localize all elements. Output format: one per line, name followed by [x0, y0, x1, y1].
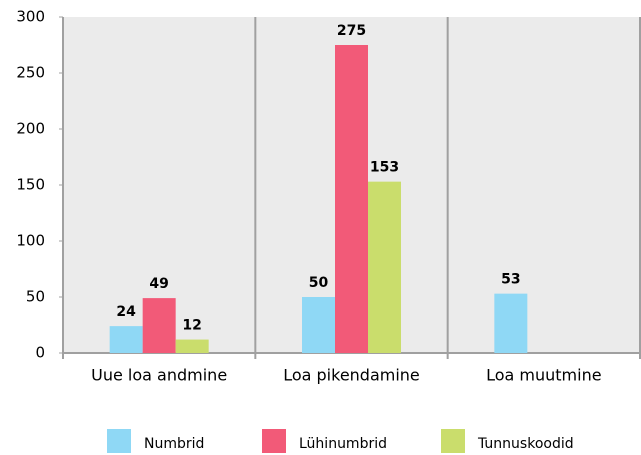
- bar: [335, 45, 368, 353]
- data-label: 153: [370, 160, 399, 176]
- x-tick-label: Uue loa andmine: [91, 366, 227, 385]
- x-tick-label: Loa pikendamine: [283, 366, 420, 385]
- y-tick-label: 0: [35, 344, 45, 362]
- bar: [175, 339, 209, 353]
- data-label: 53: [501, 272, 520, 288]
- bar: [494, 293, 528, 353]
- bar: [142, 298, 176, 353]
- legend-swatch: [441, 429, 465, 453]
- bar: [368, 181, 401, 353]
- y-tick-label: 50: [26, 288, 45, 306]
- data-label: 50: [309, 275, 329, 291]
- y-tick-label: 300: [16, 8, 45, 26]
- data-label: 275: [337, 23, 366, 39]
- x-tick-label: Loa muutmine: [486, 366, 601, 385]
- data-label: 49: [149, 276, 168, 292]
- data-label: 12: [182, 318, 201, 334]
- legend-swatch: [262, 429, 286, 453]
- bar: [109, 326, 143, 353]
- legend-label: Lühinumbrid: [299, 436, 387, 452]
- y-tick-label: 150: [16, 176, 45, 194]
- data-label: 24: [116, 304, 136, 320]
- legend-label: Numbrid: [144, 436, 204, 452]
- legend-label: Tunnuskoodid: [477, 436, 574, 452]
- bar: [302, 297, 335, 353]
- y-tick-label: 200: [16, 120, 45, 138]
- y-tick-label: 100: [16, 232, 45, 250]
- legend-swatch: [107, 429, 131, 453]
- y-tick-label: 250: [16, 64, 45, 82]
